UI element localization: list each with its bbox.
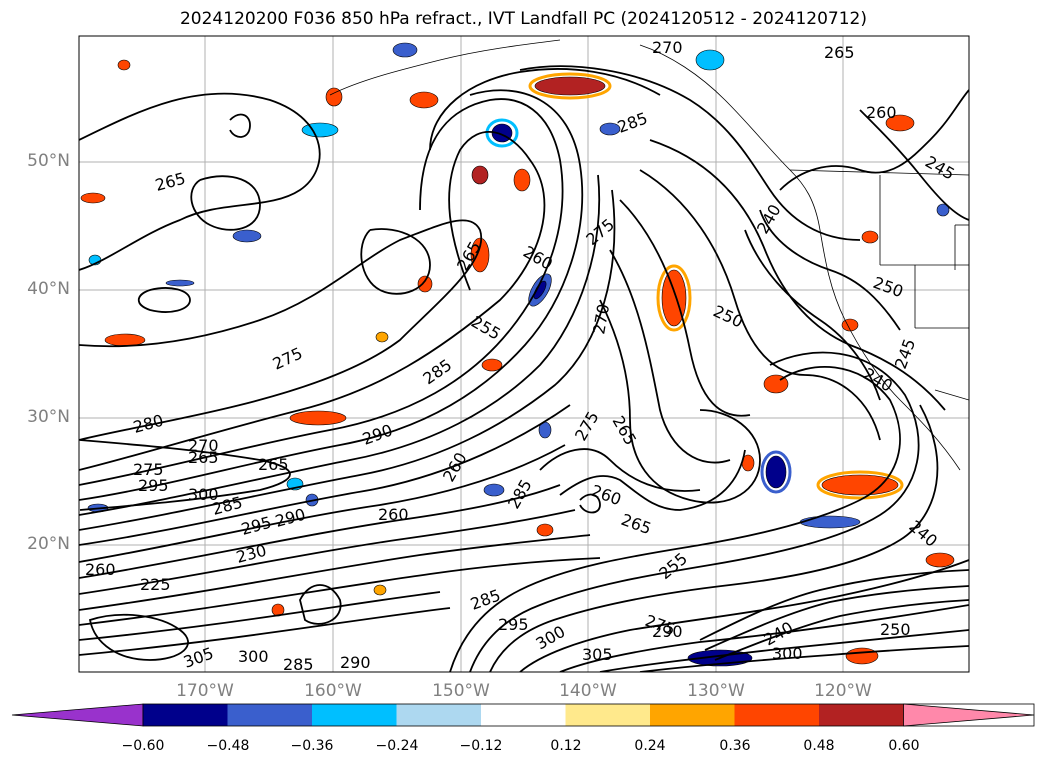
- contour-label: 270: [652, 38, 683, 57]
- pos-patch: [534, 76, 606, 96]
- colorbar-tick-label: 0.12: [550, 738, 582, 754]
- pos-patch: [471, 165, 489, 185]
- neg-patch: [485, 118, 519, 148]
- lon-label: 150°W: [432, 681, 490, 701]
- pos-patch: [470, 237, 490, 273]
- colorbar-extend-min: [11, 703, 144, 727]
- contour-label: 260: [85, 560, 116, 579]
- pos-patch: [816, 470, 904, 500]
- pos-patch: [528, 72, 612, 100]
- colorbar-segment: [819, 704, 904, 726]
- neg-patch: [760, 450, 792, 494]
- contour-label: 305: [582, 645, 613, 664]
- contour-label: 265: [824, 43, 855, 62]
- colorbar-segment: [143, 704, 228, 726]
- map-title: 2024120200 F036 850 hPa refract., IVT La…: [179, 9, 867, 29]
- contour-label: 260: [866, 103, 897, 122]
- contour-label: 265: [188, 448, 219, 467]
- neg-patch: [232, 229, 262, 243]
- lat-label: 40°N: [27, 279, 70, 299]
- colorbar-tick-label: −0.60: [121, 738, 165, 754]
- pos-patch: [117, 59, 131, 71]
- lon-label: 120°W: [814, 681, 872, 701]
- contour-label: 275: [133, 460, 164, 479]
- lon-label: 160°W: [304, 681, 362, 701]
- lat-label: 50°N: [27, 151, 70, 171]
- pos-patch: [821, 474, 899, 496]
- lon-label: 170°W: [176, 681, 234, 701]
- pos-patch: [375, 331, 389, 343]
- pos-patch: [325, 87, 343, 107]
- coastlines: [329, 39, 969, 471]
- colorbar-segment: [481, 704, 566, 726]
- contour-label: 290: [340, 653, 371, 672]
- contour-label: 300: [238, 647, 269, 666]
- colorbar-tick-label: −0.12: [459, 738, 503, 754]
- lat-label: 30°N: [27, 407, 70, 427]
- map-frame: [78, 35, 970, 673]
- contour-label: 295: [138, 476, 169, 495]
- pos-patch: [289, 410, 347, 426]
- pos-patch: [536, 523, 554, 537]
- pos-patch: [925, 552, 955, 568]
- contour-label: 300: [188, 485, 219, 504]
- neg-patch: [599, 122, 621, 136]
- colorbar-tick-label: −0.36: [290, 738, 334, 754]
- colorbar-tick-label: 0.36: [719, 738, 751, 754]
- neg-patch: [936, 203, 950, 217]
- contour-label: 250: [880, 620, 911, 639]
- pos-patch: [513, 168, 531, 192]
- neg-patch: [765, 455, 787, 489]
- lon-label: 140°W: [559, 681, 617, 701]
- colorbar-segment: [396, 704, 482, 726]
- colorbar-tick-label: 0.60: [888, 738, 920, 754]
- neg-patch: [533, 280, 547, 300]
- pos-patch: [80, 192, 106, 204]
- neg-patch: [392, 42, 418, 58]
- colorbar-segment: [227, 704, 313, 726]
- neg-patch: [483, 483, 505, 497]
- colorbar-tick-label: 0.48: [803, 738, 835, 754]
- colorbar-segment: [312, 704, 397, 726]
- colorbar-segment: [650, 704, 735, 726]
- pos-patch: [417, 275, 433, 293]
- contour-label: 270: [188, 436, 219, 455]
- refractivity-contours: [79, 65, 969, 672]
- pos-patch: [861, 230, 879, 244]
- pos-patch: [656, 264, 692, 332]
- pos-patch: [481, 358, 503, 372]
- neg-patch: [165, 279, 195, 287]
- colorbar-tick-label: −0.48: [206, 738, 250, 754]
- colorbar-segment: [565, 704, 651, 726]
- neg-patch: [695, 49, 725, 71]
- contour-label: 290: [652, 622, 683, 641]
- colorbar-tick-label: −0.24: [375, 738, 419, 754]
- filled-anomalies: [80, 42, 955, 667]
- lon-label: 130°W: [687, 681, 745, 701]
- contour-label: 295: [498, 615, 529, 634]
- contour-label: 300: [772, 644, 803, 663]
- pos-patch: [373, 584, 387, 596]
- lat-label: 20°N: [27, 534, 70, 554]
- colorbar-extend-max: [903, 703, 1035, 727]
- contour-label: 225: [140, 575, 171, 594]
- colorbar-tick-label: 0.24: [634, 738, 666, 754]
- pos-patch: [409, 91, 439, 109]
- contour-label: 260: [378, 505, 409, 524]
- contour-label: 285: [283, 655, 314, 674]
- contour-label: 265: [258, 455, 289, 474]
- pos-patch: [885, 114, 915, 132]
- colorbar-segment: [734, 704, 820, 726]
